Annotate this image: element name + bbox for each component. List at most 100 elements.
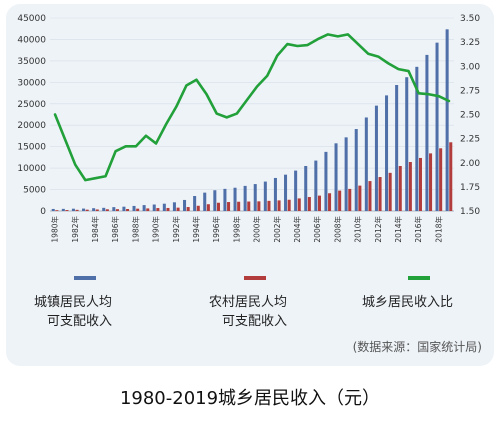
bar-rural-2016 xyxy=(418,157,422,211)
bar-rural-1992 xyxy=(176,207,180,211)
bar-rural-1995 xyxy=(206,204,210,211)
bar-urban-2010 xyxy=(354,129,358,211)
data-source-note: (数据来源：国家统计局) xyxy=(352,340,482,354)
bar-rural-1994 xyxy=(196,205,200,211)
ratio-line xyxy=(53,33,451,182)
bar-rural-1991 xyxy=(166,207,170,211)
bar-rural-1980 xyxy=(55,210,59,211)
left-axis-tick-label: 35000 xyxy=(17,57,46,67)
left-axis-tick-label: 25000 xyxy=(17,100,46,110)
bar-urban-1984 xyxy=(92,208,96,211)
bar-urban-1983 xyxy=(82,208,86,211)
bar-urban-2000 xyxy=(253,184,257,211)
bar-rural-2002 xyxy=(277,200,281,211)
bar-urban-2002 xyxy=(273,177,277,211)
right-axis-tick-label: 2.50 xyxy=(460,111,480,121)
bar-rural-2008 xyxy=(338,190,342,211)
bar-urban-2009 xyxy=(344,137,348,211)
x-axis-tick-label: 2010年 xyxy=(353,216,363,243)
legend-urban-line2: 可支配收入 xyxy=(47,314,113,329)
bar-rural-1981 xyxy=(65,210,69,211)
x-axis-tick-label: 2014年 xyxy=(393,216,403,243)
bar-urban-2012 xyxy=(374,105,378,211)
bar-rural-2017 xyxy=(429,153,433,211)
bar-rural-1987 xyxy=(126,209,130,211)
x-axis-tick-label: 2016年 xyxy=(413,216,423,243)
bar-urban-1985 xyxy=(102,207,106,211)
left-axis-tick-label: 0 xyxy=(40,207,46,217)
left-axis-tick-label: 15000 xyxy=(17,143,46,153)
bar-urban-1994 xyxy=(193,196,197,211)
bar-rural-1999 xyxy=(247,201,251,211)
x-axis-tick-label: 2018年 xyxy=(433,216,443,243)
bar-urban-2001 xyxy=(263,181,267,211)
legend-swatch-rural xyxy=(244,276,266,280)
x-axis-tick-label: 1988年 xyxy=(130,216,140,243)
bar-rural-2018 xyxy=(439,148,443,211)
ratio-line-series xyxy=(53,33,451,182)
bar-urban-2015 xyxy=(405,77,409,211)
bar-urban-1990 xyxy=(152,204,156,211)
bar-urban-2018 xyxy=(435,42,439,211)
bar-urban-2017 xyxy=(425,54,429,212)
bar-urban-1997 xyxy=(223,188,227,211)
left-axis-tick-label: 40000 xyxy=(17,35,46,45)
right-axis-tick-label: 2.75 xyxy=(460,86,480,96)
legend-swatch-ratio xyxy=(408,276,430,280)
bar-rural-1986 xyxy=(115,209,119,211)
legend-rural-line2: 可支配收入 xyxy=(222,314,288,329)
bar-rural-1989 xyxy=(146,208,150,211)
bar-urban-1989 xyxy=(142,205,146,211)
x-axis-tick-label: 1998年 xyxy=(231,216,241,243)
right-axis-tick-label: 3.50 xyxy=(460,14,480,24)
gridlines xyxy=(50,17,454,212)
legend-urban: 城镇居民人均 可支配收入 xyxy=(34,293,112,331)
bar-urban-2007 xyxy=(324,151,328,211)
bar-rural-1982 xyxy=(75,209,79,211)
right-axis-tick-label: 3.00 xyxy=(460,62,480,72)
right-axis-tick-label: 2.00 xyxy=(460,159,480,169)
bar-urban-1995 xyxy=(203,192,207,211)
x-axis-tick-label: 1984年 xyxy=(90,216,100,243)
bar-urban-1980 xyxy=(51,208,55,211)
bar-urban-1991 xyxy=(162,203,166,211)
bar-urban-1992 xyxy=(172,202,176,211)
bar-urban-1981 xyxy=(61,208,65,211)
bar-urban-2016 xyxy=(415,66,419,211)
bar-rural-2007 xyxy=(328,193,332,211)
chart-panel: 0 5000 10000 15000 20000 25000 30000 35000 40000… xyxy=(6,4,494,366)
bar-rural-1997 xyxy=(227,202,231,211)
x-axis-tick-label: 1980年 xyxy=(50,216,60,243)
bar-urban-2014 xyxy=(395,84,399,211)
bar-rural-1984 xyxy=(95,209,99,211)
legend-urban-line1: 城镇居民人均 xyxy=(34,295,113,310)
x-axis-tick-label: 2000年 xyxy=(252,216,262,243)
bar-urban-1993 xyxy=(183,199,187,211)
bar-rural-1988 xyxy=(136,208,140,211)
x-axis-tick-label: 2006年 xyxy=(312,216,322,243)
bar-rural-2012 xyxy=(378,177,382,211)
bar-rural-1996 xyxy=(216,202,220,211)
bar-rural-2004 xyxy=(297,198,301,211)
right-axis-tick-label: 2.25 xyxy=(460,135,480,145)
x-axis-tick-label: 1986年 xyxy=(110,216,120,243)
x-axis-tick-label: 2002年 xyxy=(272,216,282,243)
bar-rural-1993 xyxy=(186,207,190,211)
left-axis-tick-label: 30000 xyxy=(17,78,46,88)
bar-urban-2013 xyxy=(385,95,389,211)
bar-urban-1982 xyxy=(71,208,75,211)
bar-rural-2001 xyxy=(267,200,271,211)
right-axis-tick-label: 1.75 xyxy=(460,183,480,193)
x-axis-tick-label: 1996年 xyxy=(211,216,221,243)
legend-ratio-line1: 城乡居民收入比 xyxy=(362,295,454,310)
bar-urban-1987 xyxy=(122,206,126,211)
bar-rural-2009 xyxy=(348,188,352,211)
bar-urban-2006 xyxy=(314,160,318,211)
income-chart: 0 5000 10000 15000 20000 25000 30000 35000 40000… xyxy=(17,14,480,243)
bar-rural-2011 xyxy=(368,181,372,211)
legend-rural-line1: 农村居民人均 xyxy=(209,295,288,310)
bar-rural-2005 xyxy=(307,197,311,211)
left-axis-tick-label: 45000 xyxy=(17,14,46,24)
bar-rural-1985 xyxy=(105,209,109,211)
x-axis-ticks: 1980年 1982年 1984年 1986年 1988年 1990年 1992年 1994年… xyxy=(50,216,444,243)
